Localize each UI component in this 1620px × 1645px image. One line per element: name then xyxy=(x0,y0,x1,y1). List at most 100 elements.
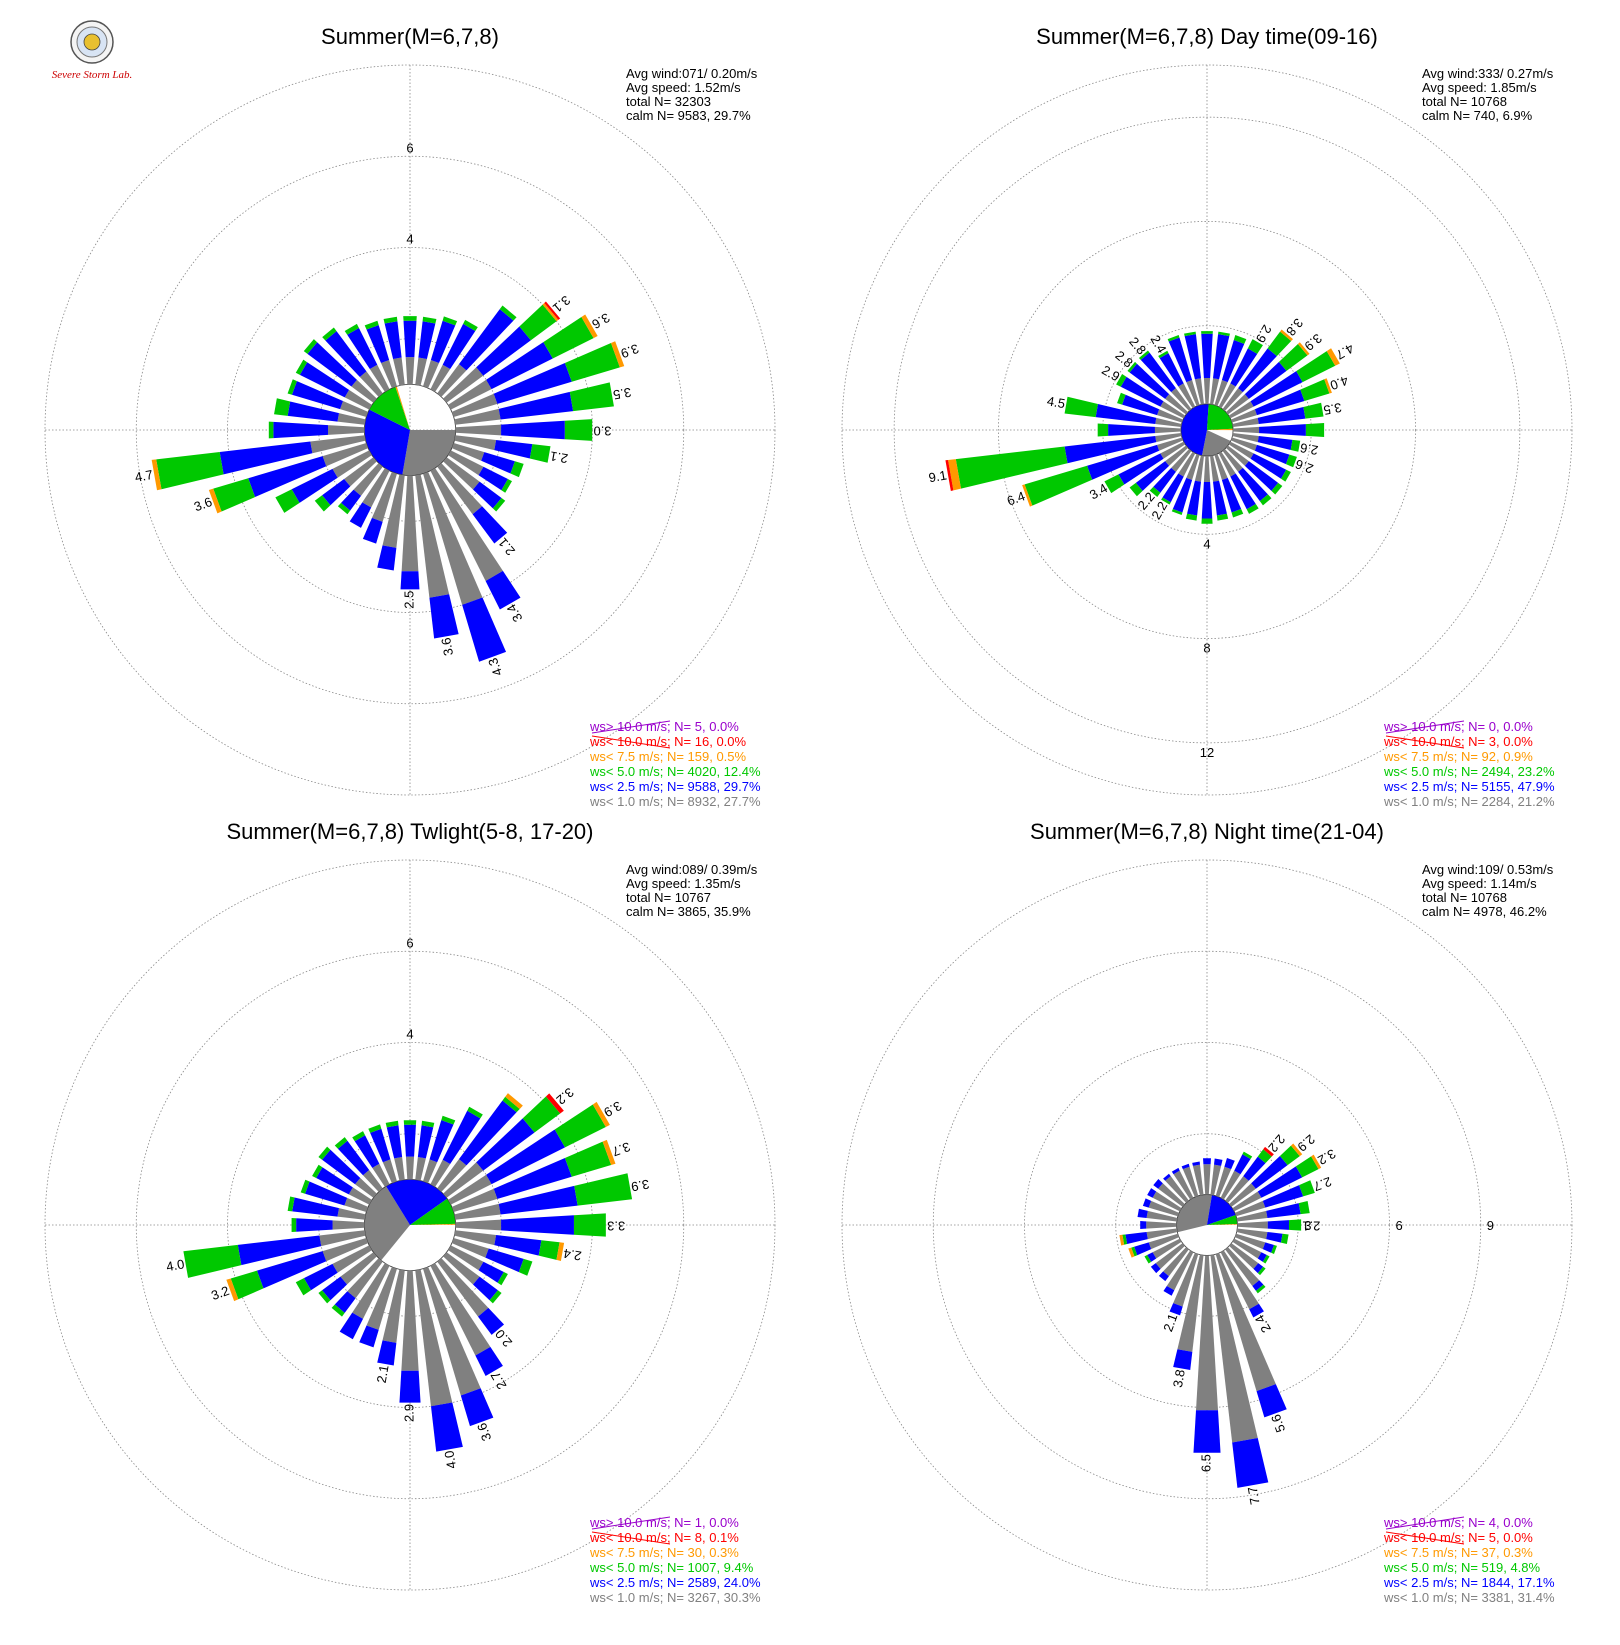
wind-bar-segment xyxy=(501,1215,574,1235)
wind-bar-segment xyxy=(371,471,397,522)
wind-bar-segment xyxy=(1214,453,1228,480)
legend-entry: ws> 10.0 m/s; N= 4, 0.0% xyxy=(1383,1515,1533,1530)
wind-bar-segment xyxy=(1116,374,1127,387)
wind-bar-segment xyxy=(403,1120,417,1125)
bar-total-label: 7.7 xyxy=(1245,1485,1263,1505)
wind-bar-segment xyxy=(544,301,561,320)
wind-rose-panel-3: Summer(M=6,7,8) Twlight(5-8, 17-20)2463.… xyxy=(44,819,776,1605)
bar-total-label: 4.3 xyxy=(485,656,505,678)
bar-total-label: 4.0 xyxy=(1328,373,1350,393)
wind-bar-segment xyxy=(437,1159,467,1192)
wind-bar-segment xyxy=(1186,380,1200,407)
info-line: Avg speed: 1.35m/s xyxy=(626,876,741,891)
wind-bar-segment xyxy=(443,1252,480,1285)
radial-tick-label: 4 xyxy=(1203,536,1210,551)
wind-bar-segment xyxy=(1203,1158,1211,1165)
wind-bar-segment xyxy=(1230,348,1258,387)
wind-bar-segment xyxy=(1163,1173,1171,1181)
bar-total-label: 3.6 xyxy=(474,1421,494,1443)
wind-bar-segment xyxy=(1230,409,1257,423)
logo-seal-core xyxy=(83,33,101,51)
wind-bar-segment xyxy=(300,1179,310,1194)
bar-total-label: 2.7 xyxy=(1311,1174,1333,1194)
wind-bar-segment xyxy=(344,457,377,487)
wind-bar-segment xyxy=(1244,361,1287,399)
wind-bar-segment xyxy=(331,1304,345,1317)
wind-bar-segment xyxy=(1160,441,1186,459)
wind-bar-segment xyxy=(354,1135,380,1168)
bar-total-label: 6.4 xyxy=(1005,488,1027,508)
wind-bar-segment xyxy=(1232,1438,1269,1488)
wind-bar-segment xyxy=(442,316,458,326)
legend-entry: ws> 10.0 m/s; N= 5, 0.0% xyxy=(589,719,739,734)
wind-bar-segment xyxy=(1064,435,1157,464)
wind-bar-segment xyxy=(405,357,415,385)
radial-tick-label: 6 xyxy=(406,140,413,155)
wind-bar-segment xyxy=(291,468,338,503)
wind-bar-segment xyxy=(337,413,366,425)
wind-bar-segment xyxy=(1165,394,1189,415)
wind-bar-segment xyxy=(492,498,506,512)
info-line: total N= 10767 xyxy=(626,890,711,905)
wind-bar-segment xyxy=(1247,339,1263,354)
wind-bar-segment xyxy=(1167,335,1180,342)
wind-bar-segment xyxy=(1218,331,1230,337)
legend-entry: ws< 5.0 m/s; N= 1007, 9.4% xyxy=(589,1560,754,1575)
wind-bar-segment xyxy=(430,320,456,364)
wind-bar-segment xyxy=(1152,1238,1182,1259)
wind-bar-segment xyxy=(359,1325,379,1348)
wind-rose-panel-1: Summer(M=6,7,8)2463.13.63.93.53.02.12.13… xyxy=(44,24,776,809)
wind-bar-segment xyxy=(1224,1157,1235,1170)
legend-entry: ws< 10.0 m/s; N= 5, 0.0% xyxy=(1383,1530,1533,1545)
wind-bar-segment xyxy=(385,1120,399,1128)
wind-bar-segment xyxy=(287,1196,295,1212)
wind-bar-segment xyxy=(337,1208,366,1220)
wind-bar-segment xyxy=(393,357,405,386)
wind-bar-segment xyxy=(303,339,318,354)
wind-bar-segment xyxy=(1279,1145,1300,1166)
wind-bar-segment xyxy=(1097,423,1109,437)
wind-bar-segment xyxy=(415,1269,453,1407)
wind-bar-segment xyxy=(448,450,484,476)
wind-bar-segment xyxy=(454,435,497,451)
calm-pie-slice xyxy=(1207,1215,1238,1225)
wind-bar-segment xyxy=(377,1340,397,1366)
radial-tick-label: 9 xyxy=(1487,1218,1494,1233)
wind-bar-segment xyxy=(1173,1349,1193,1371)
wind-bar-segment xyxy=(1218,383,1236,409)
wind-bar-segment xyxy=(1120,376,1164,407)
wind-bar-segment xyxy=(1213,1158,1223,1166)
wind-bar-segment xyxy=(382,1159,397,1184)
wind-bar-segment xyxy=(1262,1185,1304,1208)
calm-pie-slice xyxy=(1207,1194,1236,1225)
wind-bar-segment xyxy=(1267,331,1292,357)
wind-bar-segment xyxy=(1221,340,1245,383)
legend-entry: ws> 10.0 m/s; N= 1, 0.0% xyxy=(589,1515,739,1530)
bar-total-label: 3.2 xyxy=(209,1283,231,1303)
wind-bar-segment xyxy=(1154,426,1181,434)
wind-bar-segment xyxy=(1150,1263,1161,1274)
calm-pie-slice xyxy=(1207,1224,1238,1225)
wind-bar-segment xyxy=(1220,1170,1241,1200)
legend-entry: ws< 2.5 m/s; N= 1844, 17.1% xyxy=(1383,1575,1555,1590)
wind-bar-segment xyxy=(485,570,521,610)
wind-bar-segment xyxy=(318,1146,331,1160)
wind-rose-panel-4: Summer(M=6,7,8) Night time(21-04)3 6 92.2 2… xyxy=(841,819,1573,1605)
wind-bar-segment xyxy=(332,1220,365,1230)
legend-strike xyxy=(591,720,671,734)
wind-bar-segment xyxy=(522,1096,561,1133)
wind-bar-segment xyxy=(1257,1149,1272,1164)
wind-bar-segment xyxy=(295,359,308,375)
wind-bar-segment xyxy=(1095,404,1157,425)
wind-bar-segment xyxy=(334,1291,356,1313)
wind-bar-segment xyxy=(1169,1303,1183,1316)
wind-bar-segment xyxy=(581,314,598,339)
wind-bar-segment xyxy=(1157,409,1184,423)
wind-bar-segment xyxy=(1228,441,1254,459)
wind-bar-segment xyxy=(287,379,297,395)
wind-bar-segment xyxy=(1155,432,1182,443)
wind-bar-segment xyxy=(1278,344,1308,371)
wind-bar-segment xyxy=(339,1312,364,1340)
wind-bar-segment xyxy=(1159,353,1184,387)
